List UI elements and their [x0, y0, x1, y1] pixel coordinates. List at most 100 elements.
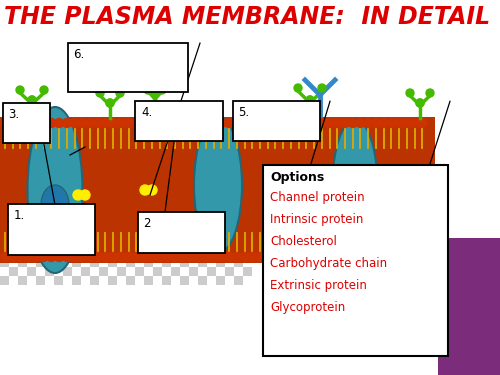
Bar — [117, 150, 126, 159]
Bar — [72, 213, 81, 222]
Bar — [117, 186, 126, 195]
Bar — [117, 276, 126, 285]
Bar — [171, 186, 180, 195]
Circle shape — [170, 118, 179, 128]
Bar — [189, 177, 198, 186]
Bar — [135, 276, 144, 285]
Bar — [126, 141, 135, 150]
Circle shape — [70, 118, 79, 128]
Bar — [0, 267, 9, 276]
Bar — [207, 168, 216, 177]
Bar — [27, 132, 36, 141]
Bar — [90, 123, 99, 132]
Text: Cholesterol: Cholesterol — [270, 235, 338, 248]
Circle shape — [148, 118, 156, 128]
Bar — [18, 168, 27, 177]
Bar — [189, 123, 198, 132]
Circle shape — [325, 118, 334, 128]
Bar — [135, 204, 144, 213]
Bar — [0, 141, 9, 150]
Circle shape — [132, 118, 141, 128]
Bar — [54, 204, 63, 213]
Circle shape — [209, 118, 218, 128]
Circle shape — [271, 118, 280, 128]
Bar — [180, 177, 189, 186]
Bar — [135, 101, 222, 141]
Bar — [108, 258, 117, 267]
Circle shape — [294, 118, 303, 128]
Bar — [108, 249, 117, 258]
Bar — [45, 195, 54, 204]
Bar — [262, 165, 448, 356]
Circle shape — [16, 252, 25, 261]
Bar — [135, 213, 144, 222]
Bar — [72, 195, 81, 204]
Bar — [234, 276, 243, 285]
Bar — [198, 195, 207, 204]
Bar — [36, 159, 45, 168]
Bar — [162, 186, 171, 195]
Bar — [243, 204, 252, 213]
Circle shape — [240, 118, 249, 128]
Bar — [225, 195, 234, 204]
Circle shape — [302, 118, 311, 128]
Bar — [180, 249, 189, 258]
Bar — [243, 123, 252, 132]
Bar — [99, 141, 108, 150]
Bar — [216, 267, 225, 276]
Bar — [27, 168, 36, 177]
Bar — [225, 141, 234, 150]
Bar — [63, 249, 72, 258]
Bar — [207, 222, 216, 231]
Bar — [189, 213, 198, 222]
Bar — [138, 212, 225, 253]
Bar — [198, 258, 207, 267]
Bar — [108, 267, 117, 276]
Bar — [234, 123, 243, 132]
Bar — [108, 123, 117, 132]
Bar — [189, 132, 198, 141]
Circle shape — [124, 252, 133, 261]
Bar — [45, 123, 54, 132]
Circle shape — [186, 252, 195, 261]
Bar — [234, 186, 243, 195]
Bar — [117, 249, 126, 258]
Bar — [162, 240, 171, 249]
Circle shape — [248, 118, 257, 128]
Bar — [72, 177, 81, 186]
Circle shape — [375, 185, 385, 195]
Bar — [135, 150, 144, 159]
Bar — [171, 159, 180, 168]
Bar — [189, 267, 198, 276]
Bar — [162, 276, 171, 285]
Bar — [45, 231, 54, 240]
Bar — [36, 249, 45, 258]
Circle shape — [62, 252, 72, 261]
Circle shape — [372, 252, 380, 261]
Bar — [243, 177, 252, 186]
Bar — [216, 141, 225, 150]
Bar — [135, 222, 144, 231]
Bar — [117, 213, 126, 222]
Bar — [198, 276, 207, 285]
Bar — [36, 204, 45, 213]
Bar — [234, 231, 243, 240]
Bar — [54, 132, 63, 141]
Bar — [207, 159, 216, 168]
Bar — [90, 231, 99, 240]
Bar — [72, 231, 81, 240]
Bar — [90, 141, 99, 150]
Circle shape — [364, 252, 372, 261]
Bar — [144, 123, 153, 132]
Bar — [207, 177, 216, 186]
Circle shape — [416, 99, 424, 107]
Bar — [153, 204, 162, 213]
Bar — [81, 177, 90, 186]
Bar — [0, 159, 9, 168]
Bar — [234, 177, 243, 186]
Bar — [153, 186, 162, 195]
Bar — [189, 150, 198, 159]
Bar — [225, 150, 234, 159]
Circle shape — [410, 118, 419, 128]
Bar — [27, 267, 36, 276]
